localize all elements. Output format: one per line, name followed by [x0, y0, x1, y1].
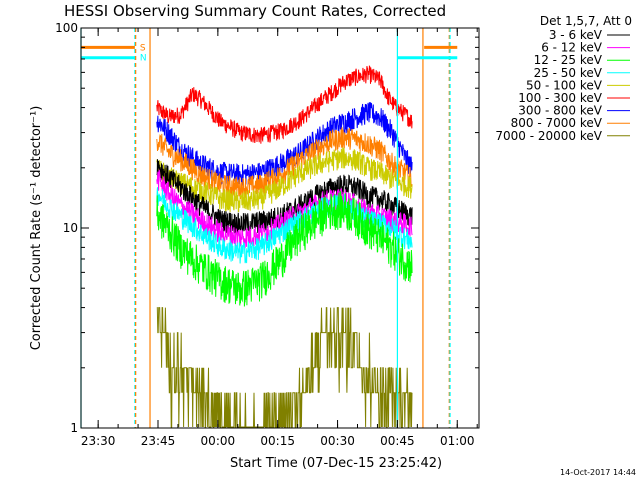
legend-label: 3 - 6 keV	[549, 28, 603, 42]
legend-label: 50 - 100 keV	[526, 78, 603, 92]
flag-bars: SN	[81, 43, 458, 64]
data-traces	[156, 64, 413, 428]
flag-label-N: N	[140, 54, 147, 64]
series-line-0	[156, 159, 413, 235]
series-line-3	[156, 187, 413, 264]
legend-label: 12 - 25 keV	[534, 53, 603, 67]
y-tick-label: 10	[63, 221, 78, 235]
x-tick-label: 23:45	[141, 434, 176, 448]
axis-ticks: 23:30 23:45 00:00 00:15 00:30 00:45 01:00 1 10 10…	[55, 21, 479, 448]
x-tick-label: 00:30	[320, 434, 355, 448]
legend-title: Det 1,5,7, Att 0	[540, 14, 632, 28]
flag-bar-N-1	[397, 56, 458, 60]
y-tick-label: 1	[70, 421, 78, 435]
x-tick-label: 00:15	[260, 434, 295, 448]
flag-bar-N-0	[81, 56, 135, 60]
y-tick-label: 100	[55, 21, 78, 35]
legend-label: 800 - 7000 keV	[511, 116, 603, 130]
x-tick-label: 01:00	[440, 434, 475, 448]
series-line-2	[156, 189, 413, 307]
series-line-7	[156, 127, 413, 200]
flag-label-S: S	[140, 43, 146, 53]
flag-bar-S-0	[81, 45, 135, 49]
series-line-8	[156, 307, 413, 428]
series-line-5	[156, 64, 413, 144]
legend-label: 300 - 800 keV	[518, 104, 602, 118]
y-axis-label: Corrected Count Rate (s⁻¹ detector⁻¹)	[29, 106, 44, 351]
x-axis-label: Start Time (07-Dec-15 23:25:42)	[230, 456, 442, 471]
x-tick-label: 00:45	[380, 434, 415, 448]
series-line-6	[156, 102, 413, 186]
x-tick-label: 23:30	[81, 434, 116, 448]
series-line-4	[156, 147, 413, 213]
x-tick-label: 00:00	[201, 434, 236, 448]
chart-title: HESSI Observing Summary Count Rates, Cor…	[64, 2, 446, 20]
legend-label: 25 - 50 keV	[534, 66, 603, 80]
legend-label: 100 - 300 keV	[518, 91, 602, 105]
timestamp: 14-Oct-2017 14:44	[560, 468, 636, 477]
series-line-1	[156, 169, 413, 249]
legend-label: 6 - 12 keV	[541, 41, 603, 55]
legend-label: 7000 - 20000 keV	[495, 129, 602, 143]
flag-bar-S-1	[424, 45, 458, 49]
